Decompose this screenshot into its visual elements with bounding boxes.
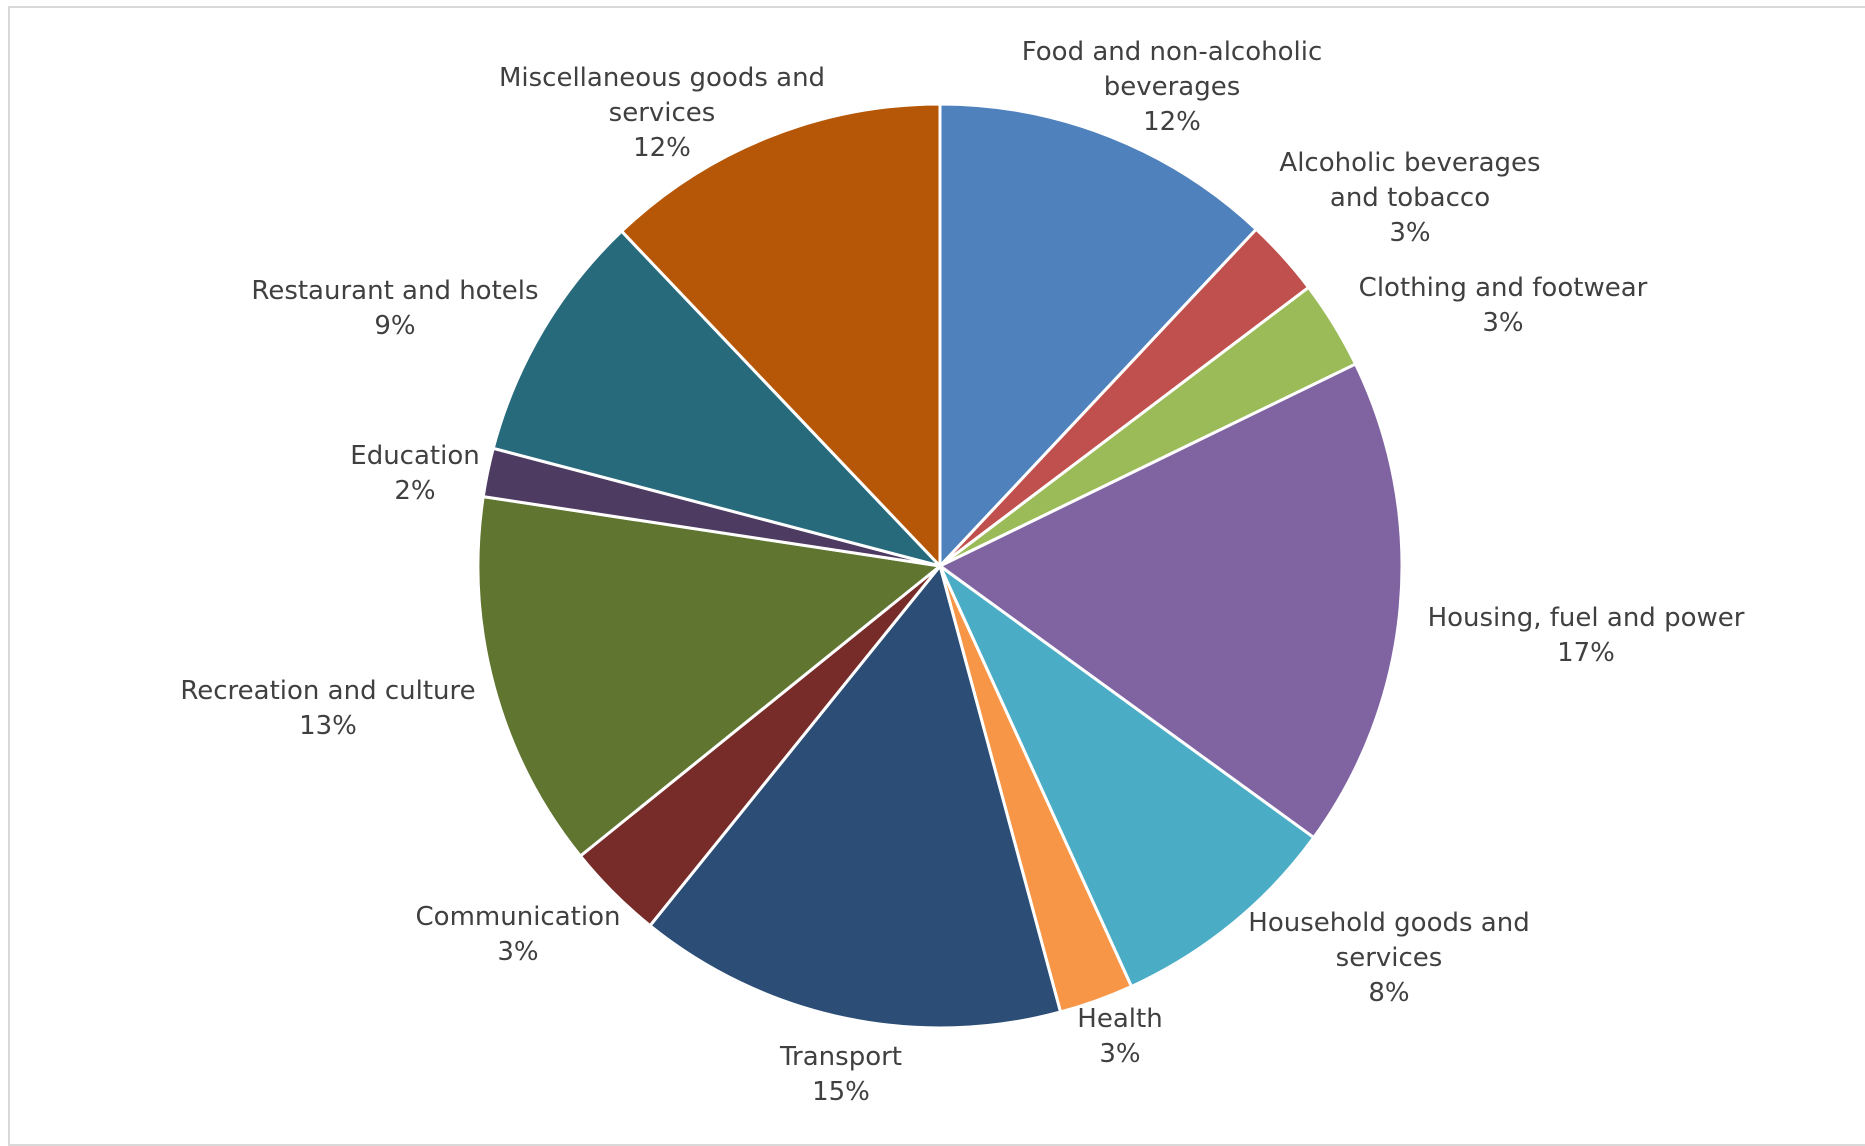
pie-labels: Food and non-alcoholic beverages 12% Alcoho… (180, 37, 1744, 1107)
category-label: Miscellaneous goods and (499, 63, 825, 93)
percent-label: 3% (1099, 1039, 1140, 1069)
category-label: beverages (1104, 72, 1241, 102)
data-label-health: Health 3% (1077, 1004, 1162, 1069)
percent-label: 13% (299, 711, 357, 741)
percent-label: 8% (1368, 978, 1409, 1008)
category-label: Health (1077, 1004, 1162, 1034)
data-label-education: Education 2% (350, 441, 479, 506)
pie-slice-miscellaneous-goods-and-services (620, 102, 942, 568)
percent-label: 2% (394, 476, 435, 506)
percent-label: 9% (374, 311, 415, 341)
pie-slice-restaurant-and-hotels (491, 229, 942, 568)
category-label: Housing, fuel and power (1428, 603, 1745, 633)
data-label-clothing-and-footwear: Clothing and footwear 3% (1359, 273, 1648, 338)
pie-slice-recreation-and-culture (476, 495, 942, 858)
data-label-transport: Transport 15% (779, 1042, 902, 1107)
pie-slice-transport (648, 564, 1063, 1030)
category-label: Alcoholic beverages (1279, 148, 1540, 178)
data-label-restaurant-and-hotels: Restaurant and hotels 9% (251, 276, 538, 341)
pie-slice-food-and-non-alcoholic-beverages (938, 102, 1258, 568)
percent-label: 3% (497, 937, 538, 967)
category-label: Clothing and footwear (1359, 273, 1648, 303)
category-label: Recreation and culture (180, 676, 475, 706)
data-label-alcoholic-beverages-and-tobacco: Alcoholic beverages and tobacco 3% (1279, 148, 1540, 248)
percent-label: 3% (1389, 218, 1430, 248)
pie-slice-housing-fuel-and-power (938, 362, 1404, 840)
data-label-communication: Communication 3% (416, 902, 621, 967)
category-label: Household goods and (1248, 908, 1529, 938)
category-label: services (609, 98, 716, 128)
category-label: Transport (779, 1042, 902, 1072)
category-label: Restaurant and hotels (251, 276, 538, 306)
data-label-housing-fuel-and-power: Housing, fuel and power 17% (1428, 603, 1745, 668)
percent-label: 15% (812, 1077, 870, 1107)
pie-slice-household-goods-and-services (938, 564, 1316, 988)
pie-chart: Food and non-alcoholic beverages 12% Alcoho… (180, 37, 1744, 1107)
pie-slices (476, 102, 1404, 1030)
data-label-food-and-non-alcoholic-beverages: Food and non-alcoholic beverages 12% (1022, 37, 1323, 137)
percent-label: 17% (1557, 638, 1615, 668)
percent-label: 12% (633, 133, 691, 163)
data-label-recreation-and-culture: Recreation and culture 13% (180, 676, 475, 741)
data-label-household-goods-and-services: Household goods and services 8% (1248, 908, 1529, 1008)
category-label: Communication (416, 902, 621, 932)
percent-label: 3% (1482, 308, 1523, 338)
category-label: services (1336, 943, 1443, 973)
category-label: Food and non-alcoholic (1022, 37, 1323, 67)
category-label: and tobacco (1330, 183, 1490, 213)
data-label-miscellaneous-goods-and-services: Miscellaneous goods and services 12% (499, 63, 825, 163)
category-label: Education (350, 441, 479, 471)
percent-label: 12% (1143, 107, 1201, 137)
